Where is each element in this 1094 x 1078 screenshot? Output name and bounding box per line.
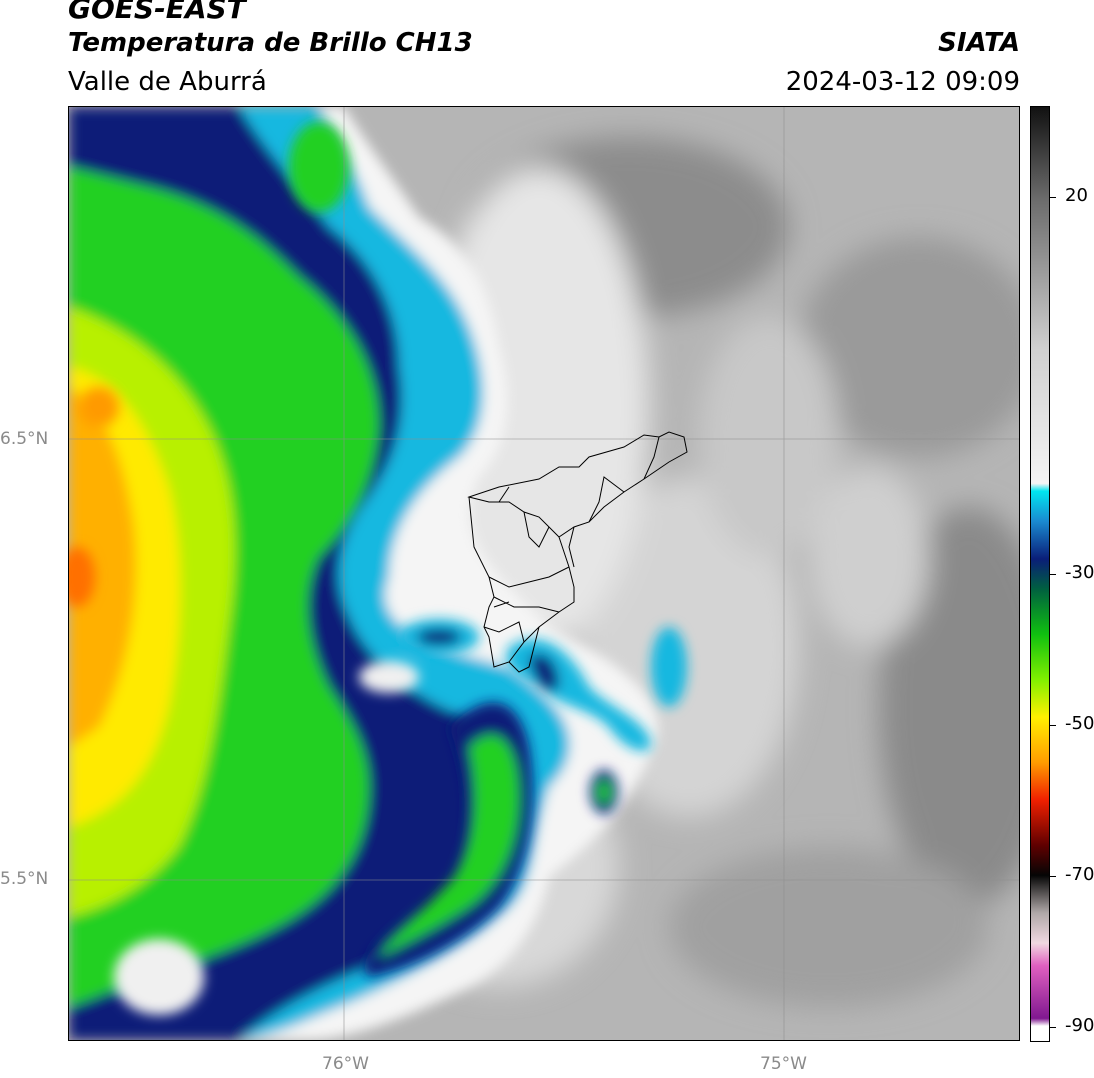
colorbar-tick — [1050, 724, 1056, 726]
colorbar-tick-label: -90 — [1065, 1014, 1094, 1036]
agency-label: SIATA — [938, 28, 1020, 58]
product-title: Temperatura de Brillo CH13 — [68, 28, 473, 58]
cloud-fragments — [69, 122, 687, 1015]
satellite-map[interactable] — [68, 106, 1020, 1041]
latitude-label: 5.5°N — [0, 869, 49, 889]
region-label: Valle de Aburrá — [68, 67, 267, 97]
colorbar-tick-label: -30 — [1065, 562, 1094, 583]
colorbar-tick — [1050, 875, 1056, 877]
graticule — [69, 107, 1019, 1040]
colorbar-tick-label: -50 — [1065, 712, 1094, 734]
satellite-title: GOES-EAST — [68, 0, 246, 25]
municipal-boundaries — [467, 431, 688, 673]
colorbar-tick-label: 20 — [1065, 184, 1088, 206]
colorbar-tick-label: -70 — [1065, 863, 1094, 885]
map-canvas — [69, 107, 1019, 1040]
temperature-colorbar — [1030, 106, 1050, 1042]
colorbar-tick — [1050, 574, 1056, 575]
latitude-label: 6.5°N — [0, 429, 49, 449]
longitude-label: 76°W — [322, 1054, 369, 1074]
cold-cloud-mass — [69, 107, 658, 1040]
longitude-label: 75°W — [760, 1054, 807, 1074]
colorbar-tick — [1050, 196, 1056, 198]
timestamp-label: 2024-03-12 09:09 — [785, 67, 1020, 97]
colorbar-tick — [1050, 1026, 1056, 1028]
